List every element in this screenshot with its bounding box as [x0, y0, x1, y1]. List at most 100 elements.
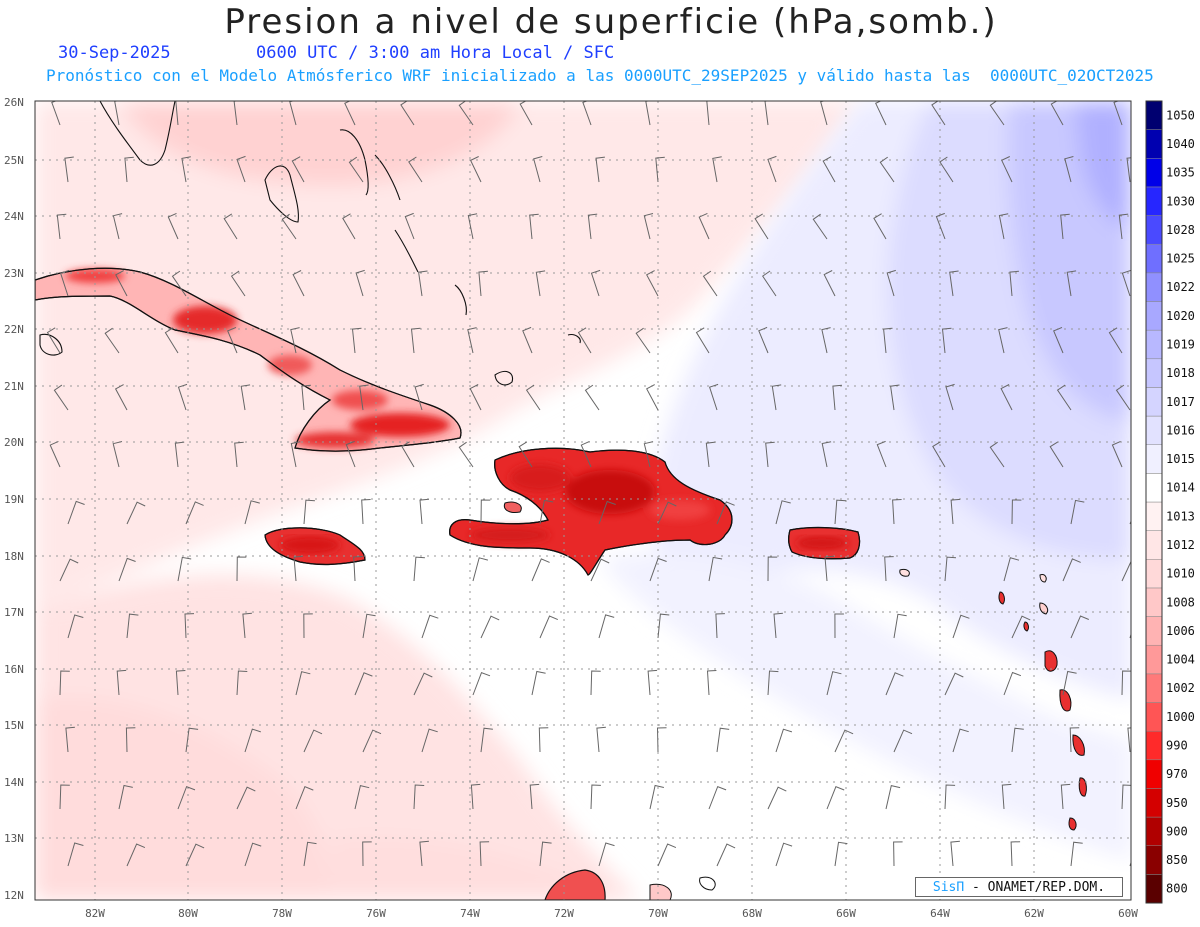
- colorbar-frame: [1145, 100, 1163, 904]
- wind-barb: [1003, 557, 1020, 582]
- wind-barb: [177, 383, 188, 411]
- wind-barb: [458, 441, 474, 468]
- wind-barb: [351, 327, 362, 354]
- colorbar-swatch: [1145, 845, 1163, 875]
- wind-barb: [1111, 440, 1123, 468]
- wind-barb: [1070, 499, 1085, 525]
- wind-barb: [655, 156, 665, 183]
- wind-barb: [480, 727, 493, 753]
- wind-barb: [1001, 156, 1013, 183]
- wind-barb: [185, 501, 204, 525]
- wind-barb: [596, 726, 606, 753]
- wind-barb: [112, 441, 123, 468]
- colorbar: 800 850 900 950 970 990 1000 1002 1004 1006 1008 10…: [1145, 100, 1195, 904]
- lat-label: 25N: [4, 154, 24, 167]
- wind-barb: [598, 842, 615, 867]
- wind-barb: [295, 671, 311, 696]
- colorbar-swatch: [1145, 329, 1163, 360]
- wind-barb: [46, 327, 61, 354]
- wind-barb: [125, 727, 136, 753]
- wind-barb: [939, 156, 954, 183]
- wind-barb: [649, 784, 665, 810]
- wind-barb: [952, 728, 969, 753]
- wind-barb: [989, 441, 1005, 468]
- colorbar-label: 1022: [1166, 280, 1195, 294]
- colorbar-swatch: [1145, 215, 1163, 245]
- wind-barb: [116, 669, 127, 696]
- wind-barb: [362, 729, 382, 753]
- colorbar-swatch: [1145, 387, 1163, 417]
- wind-barb: [65, 726, 75, 753]
- wind-barb: [1053, 326, 1064, 354]
- wind-barb: [185, 843, 205, 867]
- wind-barb: [124, 156, 134, 183]
- wind-barb: [419, 498, 430, 525]
- wind-barb: [67, 614, 84, 639]
- wind-barb: [348, 156, 364, 183]
- wind-barb: [826, 786, 845, 810]
- wind-barb: [244, 842, 262, 867]
- valid-time: 0600 UTC / 3:00 am Hora Local / SFC: [256, 43, 615, 63]
- colorbar-label: 850: [1166, 853, 1188, 867]
- wind-barb: [410, 327, 421, 354]
- lat-label: 14N: [4, 776, 24, 789]
- colorbar-swatch: [1145, 100, 1163, 130]
- lon-label: 78W: [272, 907, 292, 920]
- wind-barb: [419, 840, 429, 867]
- colorbar-swatch: [1145, 730, 1163, 761]
- wind-barb: [941, 327, 952, 354]
- wind-barb: [582, 101, 592, 126]
- wind-barb: [469, 384, 482, 411]
- wind-barb: [51, 101, 61, 126]
- colorbar-swatch: [1145, 759, 1163, 789]
- colorbar-label: 970: [1166, 767, 1188, 781]
- wind-barb: [1126, 157, 1131, 183]
- wind-barb: [873, 213, 887, 240]
- colorbar-swatch: [1145, 673, 1163, 703]
- south-america-land: [544, 869, 716, 900]
- colorbar-label: 1019: [1166, 337, 1195, 351]
- wind-barb: [767, 556, 778, 582]
- cuba-land: [35, 267, 462, 452]
- colorbar-label: 1035: [1166, 166, 1195, 180]
- wind-barb: [67, 842, 84, 867]
- wind-barb: [59, 269, 70, 297]
- map-frame: [34, 100, 1132, 901]
- wind-barb: [649, 557, 667, 582]
- wind-barb: [646, 384, 659, 411]
- colorbar-swatch: [1145, 415, 1163, 445]
- wind-barb: [342, 213, 356, 240]
- wind-barb: [401, 441, 415, 468]
- wind-barb: [716, 843, 736, 867]
- wind-barb: [472, 671, 491, 696]
- wind-barb: [945, 383, 955, 411]
- wind-barb: [754, 213, 769, 240]
- wind-barb: [1011, 727, 1024, 753]
- wind-barb: [949, 270, 959, 297]
- valid-date: 30-Sep-2025: [58, 43, 171, 63]
- wind-barb: [1121, 269, 1131, 297]
- colorbar-label: 1040: [1166, 137, 1195, 151]
- wind-barb: [114, 384, 128, 411]
- colorbar-swatch: [1145, 616, 1163, 646]
- wind-barb: [1009, 270, 1019, 297]
- wind-barb: [595, 156, 605, 183]
- wind-barb: [49, 440, 61, 468]
- wind-barb: [1121, 670, 1131, 696]
- wind-barb: [64, 156, 74, 183]
- wind-barb: [167, 212, 179, 240]
- wind-barb: [1010, 841, 1021, 867]
- wind-barb: [531, 558, 550, 582]
- colorbar-label: 1018: [1166, 366, 1195, 380]
- wind-barb: [635, 327, 651, 354]
- wind-barb: [303, 613, 313, 639]
- wind-barb: [834, 613, 844, 639]
- wind-barb: [185, 727, 199, 753]
- wind-barb: [820, 101, 828, 126]
- wind-barb: [458, 101, 474, 126]
- wind-barb: [1115, 384, 1131, 411]
- wind-barb: [174, 441, 185, 468]
- wind-barb: [478, 270, 488, 297]
- wind-barb: [295, 786, 314, 810]
- wind-barb: [767, 786, 787, 810]
